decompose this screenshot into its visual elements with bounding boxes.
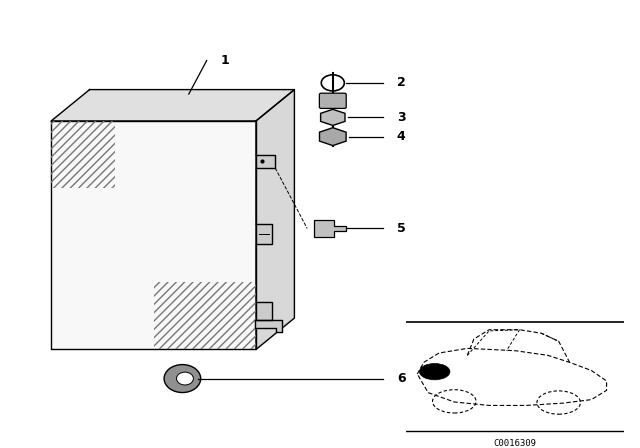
Ellipse shape: [177, 372, 193, 385]
Text: C0016309: C0016309: [493, 439, 537, 448]
Ellipse shape: [164, 365, 201, 392]
Text: 1: 1: [221, 54, 230, 67]
Polygon shape: [255, 320, 282, 332]
Polygon shape: [256, 224, 272, 244]
Text: 3: 3: [397, 111, 405, 124]
Polygon shape: [51, 90, 294, 121]
Text: 6: 6: [397, 372, 405, 385]
Text: 4: 4: [397, 130, 406, 143]
FancyBboxPatch shape: [319, 93, 346, 108]
Polygon shape: [51, 121, 256, 349]
Polygon shape: [256, 155, 275, 168]
Polygon shape: [319, 128, 346, 146]
Polygon shape: [256, 90, 294, 349]
Polygon shape: [314, 220, 346, 237]
Text: 2: 2: [397, 76, 406, 90]
Polygon shape: [321, 109, 345, 125]
Polygon shape: [256, 302, 272, 320]
Text: 5: 5: [397, 222, 406, 235]
Circle shape: [419, 363, 450, 380]
